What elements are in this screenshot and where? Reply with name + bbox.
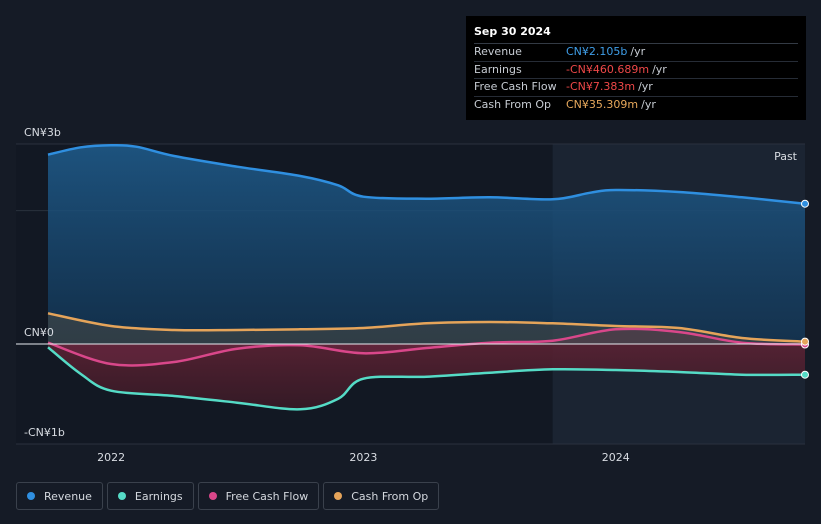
- y-tick-label: CN¥0: [24, 326, 54, 339]
- legend-label: Revenue: [44, 489, 92, 503]
- tooltip-row-free-cash-flow: Free Cash Flow -CN¥7.383m/yr: [474, 79, 798, 97]
- legend-dot-icon: [334, 492, 343, 500]
- tooltip-row-revenue: Revenue CN¥2.105b/yr: [474, 44, 798, 62]
- legend-label: Cash From Op: [351, 489, 429, 503]
- tooltip-unit: /yr: [641, 97, 656, 111]
- legend-item-cash-from-op[interactable]: Cash From Op: [323, 482, 440, 510]
- x-tick-label: 2023: [349, 451, 377, 464]
- tooltip-unit: /yr: [630, 45, 646, 58]
- x-tick-label: 2022: [97, 451, 125, 464]
- tooltip-unit: /yr: [638, 80, 653, 93]
- tooltip-date: Sep 30 2024: [474, 24, 798, 44]
- tooltip-value: CN¥2.105b: [566, 45, 628, 58]
- legend-item-revenue[interactable]: Revenue: [16, 482, 103, 510]
- tooltip-label: Earnings: [474, 62, 522, 76]
- legend-dot-icon: [27, 492, 35, 500]
- tooltip-unit: /yr: [652, 62, 667, 76]
- tooltip-row-earnings: Earnings -CN¥460.689m/yr: [474, 62, 798, 79]
- tooltip-value: -CN¥460.689m: [566, 62, 650, 76]
- earnings-line: [47, 346, 806, 411]
- cash-from-op-area: [48, 313, 805, 344]
- earnings-end-marker[interactable]: [801, 370, 809, 379]
- legend-dot-icon: [117, 492, 126, 500]
- tooltip-label: Cash From Op: [474, 97, 552, 111]
- legend-label: Earnings: [134, 489, 183, 503]
- chart-legend: Revenue Earnings Free Cash Flow Cash From O…: [16, 482, 440, 512]
- cash-from-op-end-marker[interactable]: [801, 337, 809, 346]
- legend-label: Free Cash Flow: [225, 489, 309, 503]
- y-tick-label: -CN¥1b: [24, 426, 65, 439]
- revenue-area: [48, 145, 805, 344]
- revenue-line: [47, 143, 806, 205]
- legend-item-earnings[interactable]: Earnings: [106, 482, 194, 510]
- past-label: Past: [774, 150, 798, 163]
- tooltip-value: CN¥35.309m: [566, 97, 639, 111]
- cash-from-op-line: [47, 312, 806, 343]
- legend-dot-icon: [208, 492, 217, 500]
- tooltip-label: Revenue: [474, 45, 522, 58]
- x-tick-label: 2024: [602, 451, 630, 464]
- legend-item-free-cash-flow[interactable]: Free Cash Flow: [197, 482, 320, 510]
- data-tooltip: Sep 30 2024 Revenue CN¥2.105b/yr Earnings -…: [466, 16, 806, 120]
- free-cash-flow-line: [47, 327, 806, 367]
- tooltip-value: -CN¥7.383m: [566, 80, 636, 93]
- tooltip-label: Free Cash Flow: [474, 80, 557, 93]
- revenue-end-marker[interactable]: [801, 199, 809, 208]
- tooltip-row-cash-from-op: Cash From Op CN¥35.309m/yr: [474, 97, 798, 114]
- y-tick-label: CN¥3b: [24, 126, 61, 139]
